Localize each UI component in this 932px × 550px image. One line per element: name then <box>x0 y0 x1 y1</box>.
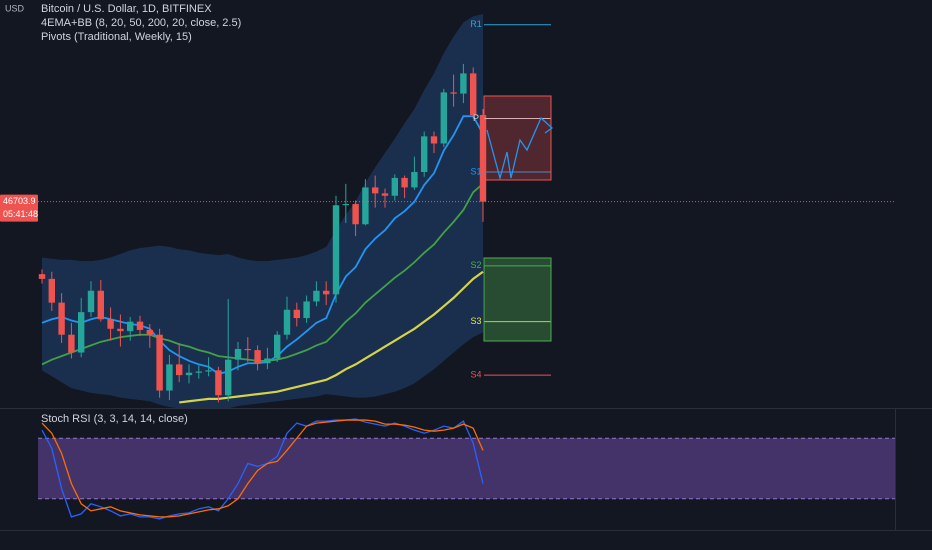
candle-body <box>421 136 428 172</box>
candle-body <box>87 290 95 313</box>
candle-body <box>195 371 202 373</box>
indicator-label: 4EMA+BB (8, 20, 50, 200, 20, close, 2.5) <box>41 17 241 29</box>
drawings <box>483 95 554 342</box>
candle-body <box>274 334 281 359</box>
stoch-pane <box>38 418 895 520</box>
candle-body <box>205 370 212 372</box>
candle-body <box>176 364 183 376</box>
short-box <box>483 95 552 181</box>
candle-body <box>342 204 349 206</box>
chart-title: Bitcoin / U.S. Dollar, 1D, BITFINEX <box>41 3 212 15</box>
candle-body <box>264 358 271 364</box>
currency-label: USD <box>5 3 25 13</box>
candle-body <box>323 290 330 295</box>
candle-body <box>215 370 222 396</box>
stoch-title: Stoch RSI (3, 3, 14, 14, close) <box>41 413 188 425</box>
line <box>41 115 484 375</box>
candle-body <box>38 274 46 279</box>
line <box>41 418 484 520</box>
price-tag <box>0 194 38 222</box>
line <box>179 270 484 404</box>
countdown-label: 05:41:48 <box>3 209 38 219</box>
candle-body <box>411 171 418 188</box>
candle-body <box>225 359 232 396</box>
candle-body <box>97 290 104 320</box>
pivot-label: S3 <box>470 316 481 326</box>
candle-body <box>313 290 320 302</box>
bollinger-band <box>42 14 483 408</box>
candle-body <box>303 301 310 319</box>
candle-body <box>58 302 65 335</box>
candle-body <box>372 187 379 194</box>
candle-body <box>283 309 291 335</box>
candle-body <box>362 187 369 225</box>
candle-body <box>244 348 251 351</box>
candle-body <box>470 73 477 115</box>
candle-body <box>450 92 457 94</box>
candle-body <box>48 278 55 303</box>
candle-body <box>234 348 242 360</box>
line <box>41 419 484 518</box>
pivot-label: S1 <box>470 166 481 176</box>
current-price-label: 46703.9 <box>3 196 36 206</box>
price-pane <box>38 14 895 408</box>
labels: USD Bitcoin / U.S. Dollar, 1D, BITFINEX … <box>0 0 482 425</box>
candle-body <box>381 193 389 196</box>
candle-body <box>136 321 144 330</box>
candle-body <box>332 205 340 295</box>
pivot-label: R1 <box>470 19 482 29</box>
candle-body <box>391 177 398 196</box>
pivot-label: S2 <box>470 260 481 270</box>
pivot-label: S4 <box>470 369 481 379</box>
candle-body <box>352 204 359 225</box>
candle-body <box>117 328 124 332</box>
candle-body <box>479 114 487 202</box>
candle-body <box>127 321 134 332</box>
line <box>41 183 484 366</box>
indicator-label: Pivots (Traditional, Weekly, 15) <box>41 31 192 43</box>
candle-body <box>68 334 75 353</box>
long-box <box>483 257 552 342</box>
candle-body <box>440 92 447 144</box>
candle-body <box>107 319 114 329</box>
candle-body <box>146 329 153 335</box>
candle-body <box>460 73 467 94</box>
candle-body <box>401 177 408 188</box>
axes <box>0 408 932 531</box>
candle-body <box>78 312 85 353</box>
projection-path <box>486 116 554 181</box>
candle-body <box>166 364 173 391</box>
candle-body <box>156 334 163 391</box>
stoch-band <box>38 438 895 499</box>
candle-body <box>254 350 261 364</box>
candle-body <box>430 136 438 144</box>
candle-body <box>185 372 193 376</box>
pivot-label: P <box>473 113 479 123</box>
candle-body <box>293 309 300 319</box>
